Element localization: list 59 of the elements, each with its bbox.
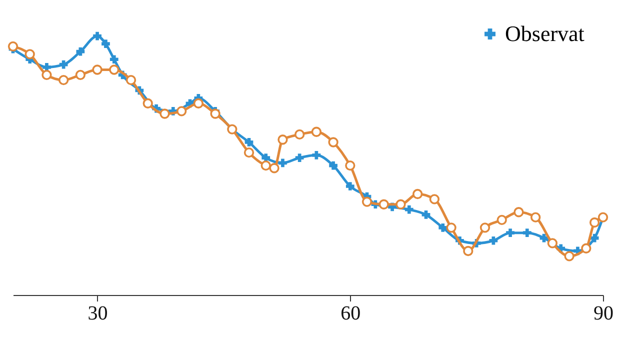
point [210,108,220,119]
point [295,154,304,162]
x-tick-label: 30 [88,302,108,324]
point [438,223,448,232]
point [262,154,270,162]
point [59,60,68,69]
x-tick-label: 60 [340,302,361,324]
point [93,32,102,40]
point [514,207,524,218]
point [24,49,35,60]
point [463,246,474,256]
point [76,47,85,56]
point [346,182,354,190]
point [311,126,322,137]
point [422,210,430,219]
point [564,251,574,262]
point [294,129,305,140]
point [581,243,592,254]
point [480,222,490,233]
point [244,148,254,158]
point [75,70,86,80]
point [92,64,102,75]
point [496,214,507,225]
point [378,199,389,210]
point [362,196,372,207]
legend-label: Observat [505,21,584,46]
point [260,160,271,171]
point [110,55,118,64]
point [160,108,170,119]
point [530,212,541,222]
point [396,199,406,210]
point [193,98,204,108]
point [312,150,321,160]
point [328,137,338,148]
point [547,238,558,248]
x-tick-label: 90 [594,302,614,324]
point [345,160,356,171]
point [489,236,498,245]
point [109,64,120,75]
point [42,62,51,72]
point [102,40,110,48]
point [506,228,514,238]
point [142,98,153,108]
point [329,161,338,170]
point [589,217,600,228]
point [278,134,288,145]
point [176,106,187,116]
point [8,41,18,52]
point [404,205,414,214]
point [522,228,532,238]
point [446,222,456,233]
point [429,194,440,204]
point [126,75,136,86]
point [42,70,52,80]
point [58,75,69,86]
point [244,138,254,146]
point [269,163,280,174]
point [412,188,423,200]
point [278,158,287,168]
